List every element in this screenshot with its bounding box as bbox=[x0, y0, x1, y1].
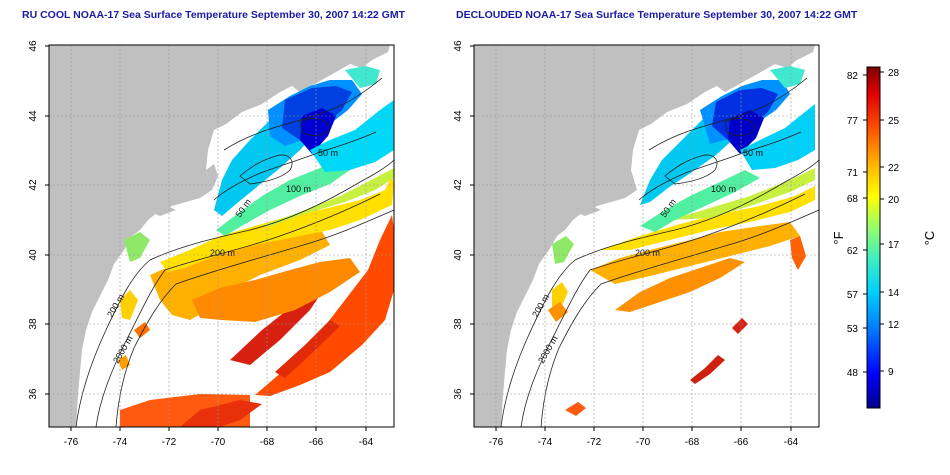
map-panel-right: 50 m 100 m 200 m 50 m 200 m 2000 m bbox=[453, 40, 820, 448]
grid-lines-left bbox=[49, 45, 394, 427]
svg-text:-76: -76 bbox=[64, 437, 79, 448]
svg-text:46: 46 bbox=[28, 40, 39, 52]
svg-text:100 m: 100 m bbox=[711, 184, 736, 194]
land-cape bbox=[206, 164, 218, 190]
sst-field-left bbox=[118, 66, 394, 427]
svg-text:48: 48 bbox=[847, 368, 859, 379]
land-island bbox=[150, 206, 176, 216]
svg-text:2000 m: 2000 m bbox=[536, 334, 560, 365]
svg-text:-68: -68 bbox=[685, 437, 700, 448]
svg-text:68: 68 bbox=[847, 194, 859, 205]
svg-text:-68: -68 bbox=[260, 437, 275, 448]
svg-text:-66: -66 bbox=[734, 437, 749, 448]
colorbar-ticks-left bbox=[863, 74, 867, 373]
svg-text:-74: -74 bbox=[538, 437, 553, 448]
svg-text:38: 38 bbox=[28, 318, 39, 330]
x-tick-labels-left: -76 -74 -72 -70 -68 -66 -64 bbox=[64, 437, 374, 448]
svg-text:22: 22 bbox=[888, 163, 900, 174]
map-frame-right bbox=[473, 44, 820, 428]
svg-text:200 m: 200 m bbox=[530, 292, 551, 319]
colorbar: 82 77 71 68 62 57 53 48 28 25 22 20 17 1… bbox=[831, 66, 937, 409]
map-panel-left: 50 m 100 m 200 m 50 m 200 m 2000 m bbox=[28, 40, 395, 448]
svg-text:46: 46 bbox=[453, 40, 464, 52]
svg-text:20: 20 bbox=[888, 195, 900, 206]
svg-text:-72: -72 bbox=[162, 437, 177, 448]
svg-text:50 m: 50 m bbox=[743, 148, 763, 158]
axis-ticks-right bbox=[470, 45, 792, 431]
svg-text:-70: -70 bbox=[211, 437, 226, 448]
svg-text:42: 42 bbox=[453, 179, 464, 191]
svg-text:100 m: 100 m bbox=[286, 184, 311, 194]
svg-text:28: 28 bbox=[888, 68, 900, 79]
svg-text:200 m: 200 m bbox=[210, 248, 235, 258]
svg-text:40: 40 bbox=[453, 249, 464, 261]
fahrenheit-tick-labels: 82 77 71 68 62 57 53 48 bbox=[847, 71, 859, 379]
svg-text:17: 17 bbox=[888, 240, 900, 251]
y-tick-labels-right: 36 38 40 42 44 46 bbox=[453, 40, 464, 400]
x-tick-labels-right: -76 -74 -72 -70 -68 -66 -64 bbox=[489, 437, 799, 448]
svg-text:44: 44 bbox=[28, 110, 39, 122]
fahrenheit-label: °F bbox=[831, 231, 846, 244]
svg-text:12: 12 bbox=[888, 320, 900, 331]
svg-text:42: 42 bbox=[28, 179, 39, 191]
land-island bbox=[575, 206, 601, 216]
svg-text:9: 9 bbox=[888, 367, 894, 378]
svg-text:44: 44 bbox=[453, 110, 464, 122]
svg-text:-64: -64 bbox=[359, 437, 374, 448]
svg-text:36: 36 bbox=[453, 388, 464, 400]
svg-text:14: 14 bbox=[888, 288, 900, 299]
svg-text:50 m: 50 m bbox=[318, 148, 338, 158]
svg-text:-70: -70 bbox=[636, 437, 651, 448]
colorbar-scale bbox=[866, 66, 881, 409]
svg-text:36: 36 bbox=[28, 388, 39, 400]
svg-text:200 m: 200 m bbox=[635, 248, 660, 258]
celsius-tick-labels: 28 25 22 20 17 14 12 9 bbox=[888, 68, 900, 378]
map-frame-left bbox=[48, 44, 395, 428]
svg-text:-74: -74 bbox=[113, 437, 128, 448]
bathymetry-contours-left bbox=[75, 77, 395, 428]
bathymetry-contours-right bbox=[500, 77, 820, 428]
celsius-label: °C bbox=[922, 231, 937, 246]
grid-lines-right bbox=[474, 45, 819, 427]
svg-text:62: 62 bbox=[847, 246, 859, 257]
svg-text:-66: -66 bbox=[309, 437, 324, 448]
map-title-right: DECLOUDED NOAA-17 Sea Surface Temperatur… bbox=[456, 9, 858, 21]
svg-text:-76: -76 bbox=[489, 437, 504, 448]
svg-text:82: 82 bbox=[847, 71, 859, 82]
svg-text:25: 25 bbox=[888, 116, 900, 127]
colorbar-ticks-right bbox=[880, 71, 884, 372]
y-tick-labels-left: 36 38 40 42 44 46 bbox=[28, 40, 39, 400]
svg-text:38: 38 bbox=[453, 318, 464, 330]
svg-text:57: 57 bbox=[847, 290, 859, 301]
land-mass bbox=[474, 45, 815, 427]
map-title-left: RU COOL NOAA-17 Sea Surface Temperature … bbox=[22, 9, 406, 21]
axis-ticks-left bbox=[45, 45, 367, 431]
svg-text:-64: -64 bbox=[784, 437, 799, 448]
svg-text:77: 77 bbox=[847, 116, 859, 127]
svg-text:53: 53 bbox=[847, 324, 859, 335]
svg-text:40: 40 bbox=[28, 249, 39, 261]
svg-text:-72: -72 bbox=[587, 437, 602, 448]
sst-field-right bbox=[548, 66, 815, 416]
svg-text:71: 71 bbox=[847, 168, 859, 179]
land-mass bbox=[49, 45, 390, 427]
